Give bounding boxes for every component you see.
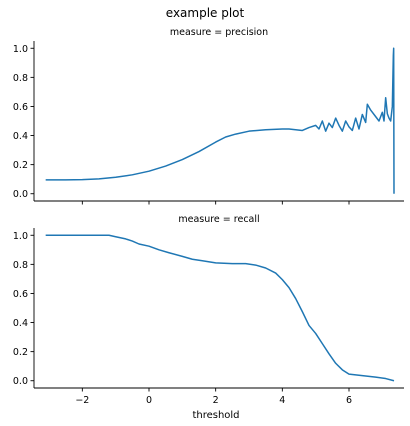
y-tick-label: 0.6 [13,102,28,113]
series-line [45,47,395,194]
y-tick-label: 0.8 [13,73,28,84]
y-tick-label: 0.6 [13,289,28,300]
y-tick-label: 0.2 [13,347,28,358]
y-tick-label: 0.2 [13,160,28,171]
panel-title: measure = recall [178,214,259,225]
y-tick-label: 0.4 [13,131,28,142]
x-axis-label: threshold [192,410,239,421]
panel-title: measure = precision [170,27,268,38]
x-tick-label: 6 [346,395,352,406]
x-tick-label: −2 [75,395,89,406]
y-tick-label: 0.4 [13,318,28,329]
x-tick-label: 2 [213,395,219,406]
y-tick-label: 1.0 [13,44,28,55]
y-tick-label: 0.0 [13,376,28,387]
x-tick-label: 0 [146,395,152,406]
y-tick-label: 0.0 [13,189,28,200]
y-tick-label: 1.0 [13,231,28,242]
x-tick-label: 4 [279,395,285,406]
chart-title: example plot [166,6,245,20]
series-line [45,234,395,382]
y-tick-label: 0.8 [13,260,28,271]
